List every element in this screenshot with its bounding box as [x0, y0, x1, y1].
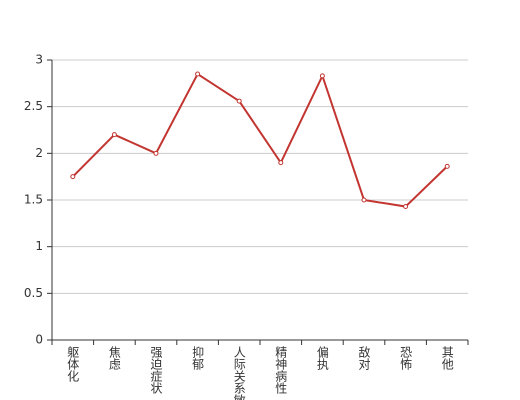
x-tick-label: 其他	[440, 346, 454, 370]
point	[195, 71, 201, 77]
y-tick-label: 0	[35, 333, 43, 347]
point	[236, 98, 242, 104]
point	[361, 197, 367, 203]
x-tick-label: 人际关系敏感	[232, 346, 246, 400]
y-tick-label: 1.5	[24, 193, 43, 207]
point	[111, 132, 117, 138]
point	[278, 160, 284, 166]
y-tick-label: 3	[35, 53, 43, 67]
y-tick-label: 2.5	[24, 99, 43, 113]
x-tick-label: 偏执	[315, 345, 329, 371]
y-tick-label: 0.5	[24, 286, 43, 300]
line	[72, 72, 448, 208]
x-tick-label: 恐怖	[399, 346, 413, 370]
point	[153, 150, 159, 156]
x-tick-label: 敌对	[357, 345, 371, 370]
point	[70, 174, 76, 180]
point	[319, 73, 325, 79]
point	[444, 163, 450, 169]
x-tick-label: 抑郁	[191, 345, 205, 371]
y-tick-label: 2	[35, 146, 43, 160]
y-tick-label: 1	[35, 239, 43, 253]
point	[403, 204, 409, 210]
x-tick-label: 焦虑	[107, 346, 121, 370]
x-tick-label: 躯体化	[66, 345, 80, 383]
x-tick-label: 强迫症状	[149, 346, 163, 394]
x-tick-label: 精神病性	[274, 346, 288, 395]
